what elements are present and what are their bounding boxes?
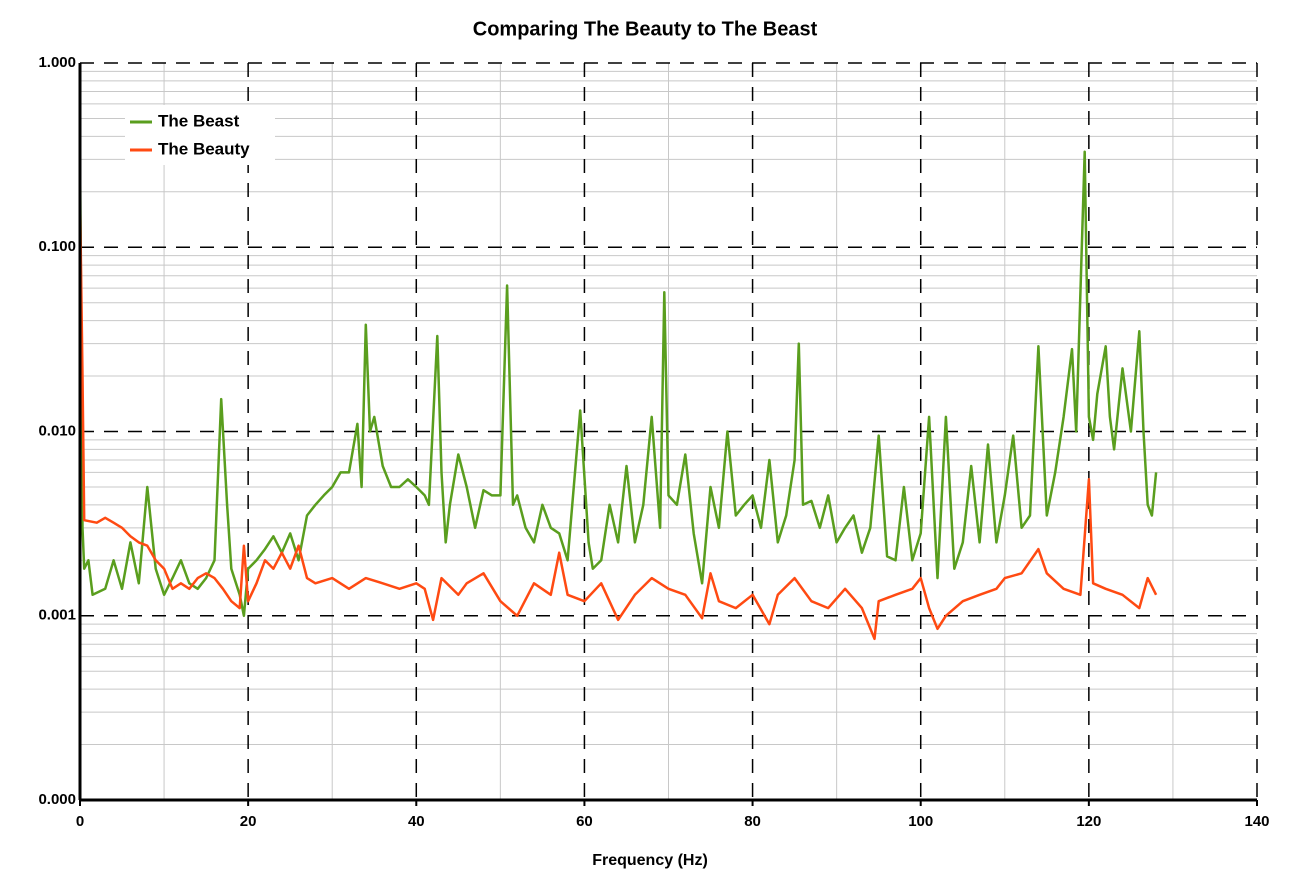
x-tick-label: 120 [1076,813,1101,830]
series-line [78,195,1158,641]
chart-title: Comparing The Beauty to The Beast [473,18,818,40]
x-tick-label: 100 [908,813,933,830]
legend-box [125,105,275,165]
y-tick-label: 0.000 [38,791,76,808]
x-axis-label: Frequency (Hz) [592,852,708,869]
x-tick-label: 20 [240,813,257,830]
legend-label: The Beast [158,111,240,130]
y-tick-label: 0.010 [38,422,76,439]
y-tick-label: 1.000 [38,54,76,71]
y-tick-label: 0.100 [38,238,76,255]
x-tick-label: 60 [576,813,593,830]
x-tick-label: 80 [744,813,761,830]
series-line [78,146,1158,618]
x-tick-label: 140 [1244,813,1269,830]
y-tick-label: 0.001 [38,607,76,624]
x-tick-label: 0 [76,813,84,830]
legend-label: The Beauty [158,139,250,158]
x-tick-label: 40 [408,813,425,830]
